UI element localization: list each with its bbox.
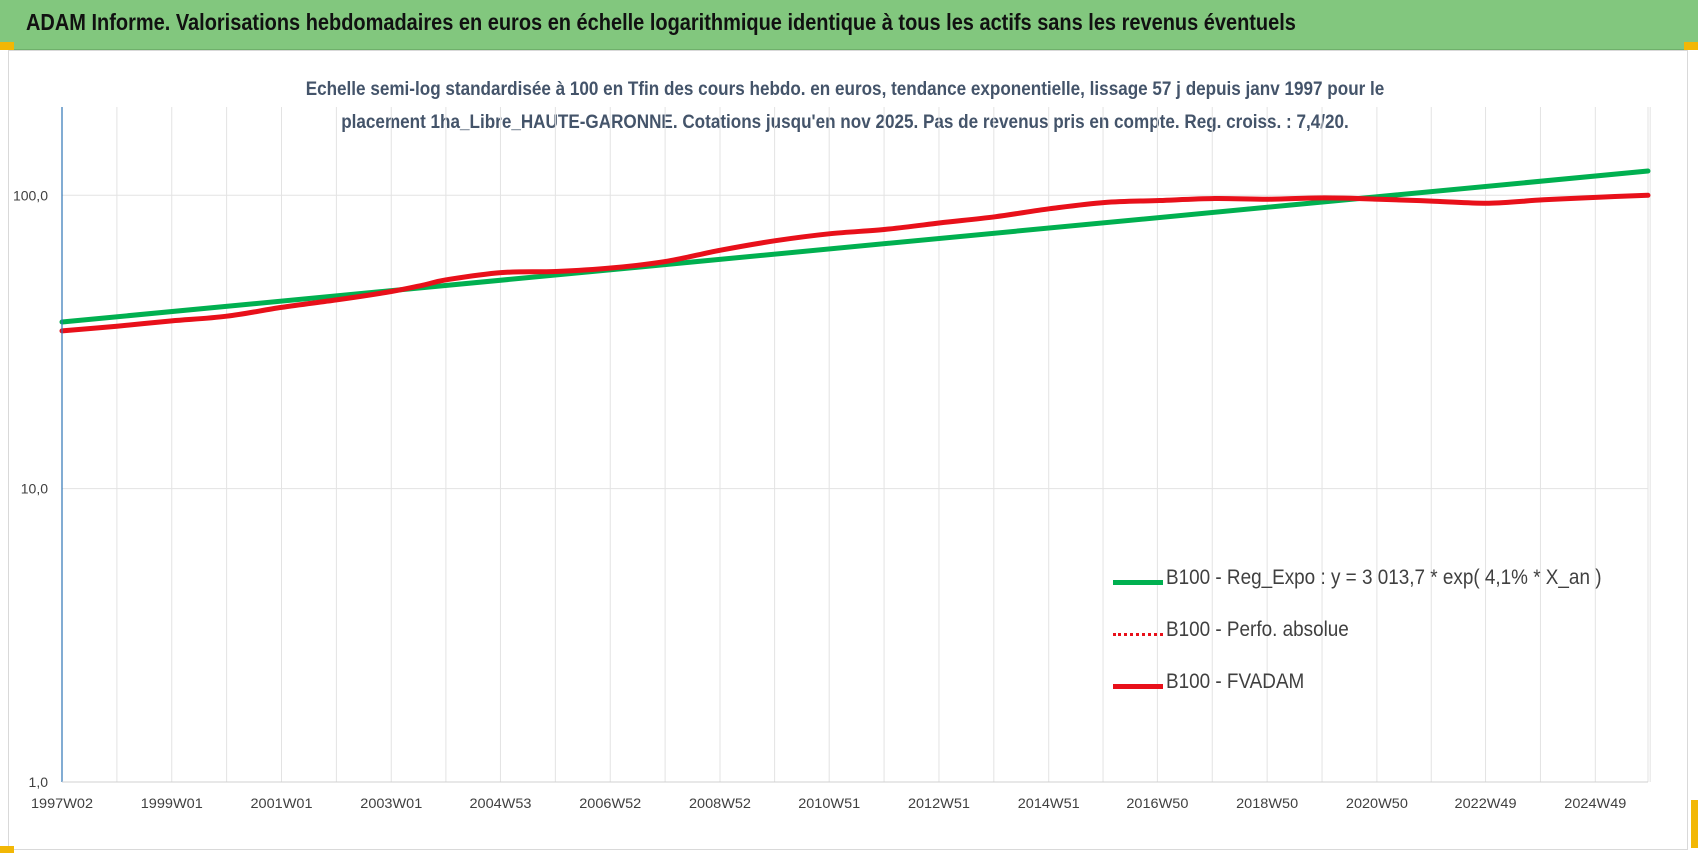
x-tick-label: 2022W49 <box>1455 795 1517 811</box>
series-line-2 <box>59 192 1651 334</box>
resize-handle-top-left[interactable] <box>0 42 14 50</box>
x-tick-label: 2018W50 <box>1236 795 1298 811</box>
x-tick-label: 2020W50 <box>1346 795 1408 811</box>
x-tick-label: 2014W51 <box>1018 795 1080 811</box>
x-tick-label: 2008W52 <box>689 795 751 811</box>
x-tick-label: 2006W52 <box>579 795 641 811</box>
banner-title: ADAM Informe. Valorisations hebdomadaire… <box>26 9 1296 35</box>
chart-title-line-2: placement 1ha_Libre_HAUTE-GARONNE. Cotat… <box>341 112 1349 133</box>
x-tick-label: 2016W50 <box>1126 795 1188 811</box>
resize-handle-top-right[interactable] <box>1684 42 1698 50</box>
x-tick-label: 2012W51 <box>908 795 970 811</box>
legend-label-reg-expo: B100 - Reg_Expo : y = 3 013,7 * exp( 4,1… <box>1166 566 1602 589</box>
y-tick-label: 10,0 <box>21 481 48 497</box>
chart-title: Echelle semi-log standardisée à 100 en T… <box>229 73 1462 139</box>
x-tick-label: 2004W53 <box>469 795 531 811</box>
x-tick-label: 2001W01 <box>251 795 313 811</box>
series-line-0 <box>59 168 1651 325</box>
x-tick-label: 2024W49 <box>1564 795 1626 811</box>
axes <box>61 107 1648 783</box>
legend-label-perfo-absolue: B100 - Perfo. absolue <box>1166 618 1349 641</box>
x-tick-label: 2003W01 <box>360 795 422 811</box>
legend-swatch-red-line <box>1113 684 1163 689</box>
legend-label-fvadam: B100 - FVADAM <box>1166 670 1305 693</box>
resize-handle-right-mid[interactable] <box>1691 800 1698 848</box>
y-tick-label: 1,0 <box>29 774 49 790</box>
legend-swatch-green-line <box>1113 580 1163 585</box>
x-tick-label: 1997W02 <box>31 795 93 811</box>
banner: ADAM Informe. Valorisations hebdomadaire… <box>0 0 1698 50</box>
x-tick-label: 2010W51 <box>798 795 860 811</box>
resize-handle-bottom-left[interactable] <box>0 846 14 853</box>
series-layer <box>59 168 1651 334</box>
tick-labels: 1,0 10,0 100,0 1997W02 1999W01 2001W01 2003W01… <box>13 187 1627 811</box>
chart-frame <box>8 50 1688 850</box>
x-tick-label: 1999W01 <box>141 795 203 811</box>
chart-title-line-1: Echelle semi-log standardisée à 100 en T… <box>305 79 1385 100</box>
legend-swatch-red-dotted <box>1113 633 1163 636</box>
gridlines <box>62 107 1651 783</box>
y-tick-label: 100,0 <box>13 187 48 203</box>
